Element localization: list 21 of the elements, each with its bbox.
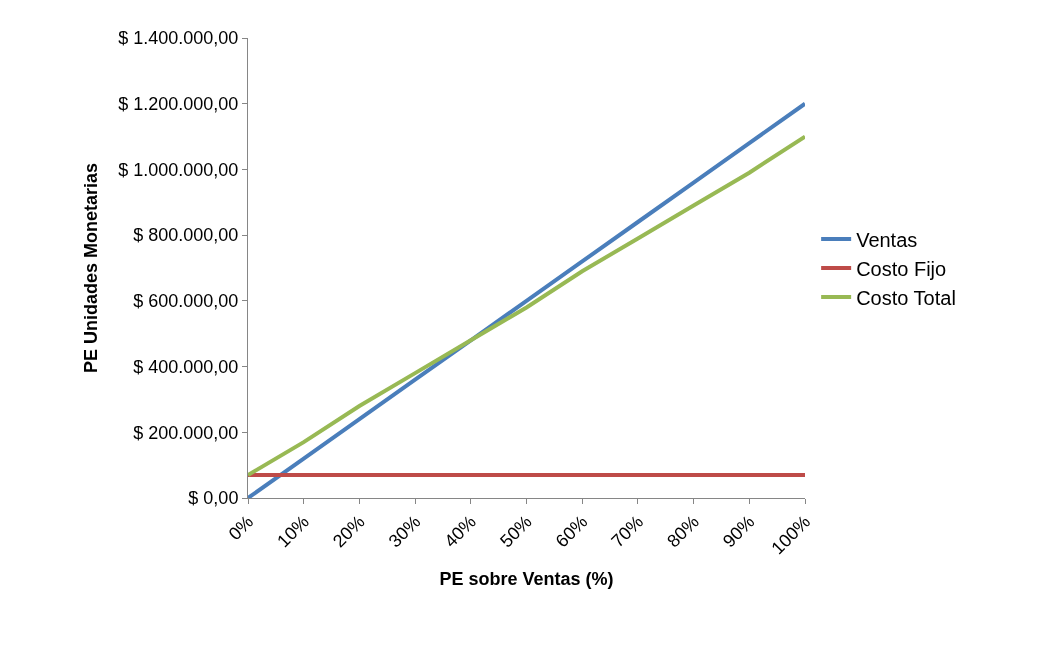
x-axis-title: PE sobre Ventas (%) <box>439 569 614 590</box>
x-tick-label: 80% <box>663 511 703 552</box>
x-tick-label: 90% <box>718 511 759 552</box>
x-tick-label: 40% <box>440 511 480 552</box>
y-tick-label: $ 200.000,00 <box>133 422 239 443</box>
x-tick-label: 50% <box>496 511 536 552</box>
x-tick-label: 70% <box>607 511 648 552</box>
y-tick-label: $ 1.000.000,00 <box>118 159 239 180</box>
x-tick-label: 0% <box>224 511 258 545</box>
y-tick-label: $ 800.000,00 <box>133 225 239 246</box>
legend-label: Costo Fijo <box>856 257 947 280</box>
x-tick-label: 30% <box>384 511 425 552</box>
y-tick-label: $ 0,00 <box>188 488 239 509</box>
x-tick-label: 60% <box>551 511 592 552</box>
y-tick-label: $ 600.000,00 <box>133 291 239 312</box>
y-tick-label: $ 1.400.000,00 <box>118 28 239 49</box>
y-axis-title: PE Unidades Monetarias <box>81 162 102 374</box>
y-tick-label: $ 400.000,00 <box>133 356 239 377</box>
legend-label: Costo Total <box>856 286 956 309</box>
legend-label: Ventas <box>856 228 918 251</box>
y-tick-label: $ 1.200.000,00 <box>118 94 239 115</box>
